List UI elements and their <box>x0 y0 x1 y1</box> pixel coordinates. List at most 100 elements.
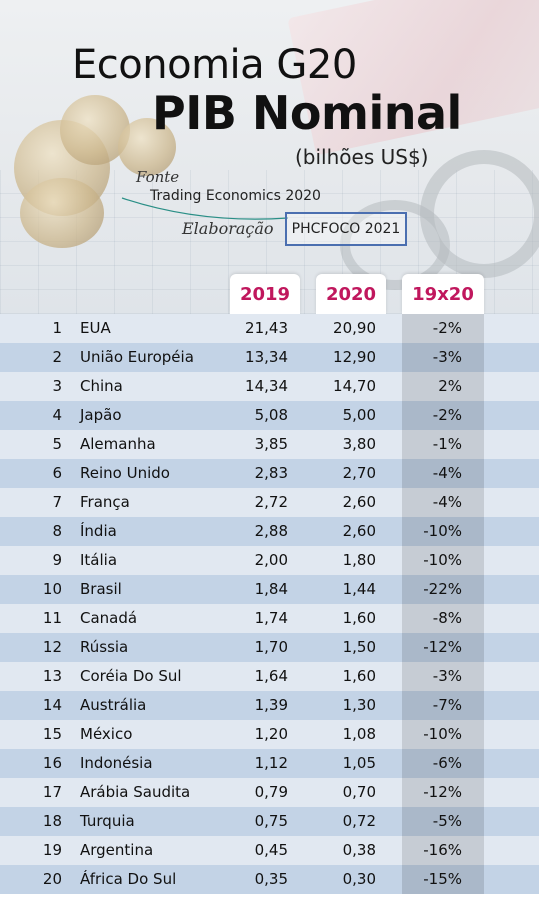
country-cell: México <box>80 725 133 743</box>
table-row: 11 Canadá 1,74 1,60 -8% <box>0 604 539 633</box>
gdp-2019-cell: 3,85 <box>254 435 288 453</box>
rank-cell: 11 <box>42 609 62 627</box>
country-cell: Coréia Do Sul <box>80 667 182 685</box>
gdp-2019-cell: 0,45 <box>254 841 288 859</box>
gdp-2019-cell: 2,72 <box>254 493 288 511</box>
rank-cell: 17 <box>42 783 62 801</box>
author-label: Elaboração <box>182 219 274 238</box>
rank-cell: 6 <box>52 464 62 482</box>
table-row: 6 Reino Unido 2,83 2,70 -4% <box>0 459 539 488</box>
source-label: Fonte <box>136 168 180 186</box>
country-cell: Brasil <box>80 580 122 598</box>
rank-cell: 4 <box>52 406 62 424</box>
rank-cell: 15 <box>42 725 62 743</box>
country-cell: China <box>80 377 123 395</box>
change-cell: -7% <box>402 691 484 720</box>
change-cell: -2% <box>402 314 484 343</box>
gdp-2019-cell: 0,75 <box>254 812 288 830</box>
change-cell: -5% <box>402 807 484 836</box>
gdp-2020-cell: 1,50 <box>342 638 376 656</box>
table-row: 16 Indonésia 1,12 1,05 -6% <box>0 749 539 778</box>
gdp-2019-cell: 1,70 <box>254 638 288 656</box>
table-row: 4 Japão 5,08 5,00 -2% <box>0 401 539 430</box>
table-row: 19 Argentina 0,45 0,38 -16% <box>0 836 539 865</box>
country-cell: Arábia Saudita <box>80 783 191 801</box>
table-row: 18 Turquia 0,75 0,72 -5% <box>0 807 539 836</box>
coin-image <box>20 178 104 248</box>
country-cell: EUA <box>80 319 111 337</box>
country-cell: Austrália <box>80 696 147 714</box>
country-cell: Turquia <box>80 812 135 830</box>
change-cell: -10% <box>402 517 484 546</box>
table-row: 1 EUA 21,43 20,90 -2% <box>0 314 539 343</box>
table-row: 14 Austrália 1,39 1,30 -7% <box>0 691 539 720</box>
author-box: PHCFOCO 2021 <box>285 212 407 246</box>
change-cell: -4% <box>402 488 484 517</box>
change-cell: -6% <box>402 749 484 778</box>
gdp-2019-cell: 0,79 <box>254 783 288 801</box>
country-cell: Argentina <box>80 841 154 859</box>
rank-cell: 1 <box>52 319 62 337</box>
table-row: 15 México 1,20 1,08 -10% <box>0 720 539 749</box>
decorative-curve <box>121 197 289 220</box>
gdp-2019-cell: 21,43 <box>245 319 288 337</box>
country-cell: Indonésia <box>80 754 153 772</box>
gdp-2020-cell: 14,70 <box>333 377 376 395</box>
gdp-2020-cell: 1,60 <box>342 609 376 627</box>
table-row: 20 África Do Sul 0,35 0,30 -15% <box>0 865 539 894</box>
gdp-2020-cell: 1,44 <box>342 580 376 598</box>
table-row: 17 Arábia Saudita 0,79 0,70 -12% <box>0 778 539 807</box>
gdp-2020-cell: 0,70 <box>342 783 376 801</box>
country-cell: Japão <box>80 406 122 424</box>
country-cell: Alemanha <box>80 435 156 453</box>
gdp-2019-cell: 2,88 <box>254 522 288 540</box>
country-cell: África Do Sul <box>80 870 177 888</box>
rank-cell: 16 <box>42 754 62 772</box>
country-cell: Rússia <box>80 638 129 656</box>
change-cell: -4% <box>402 459 484 488</box>
column-header-change: 19x20 <box>402 274 484 314</box>
change-cell: -15% <box>402 865 484 894</box>
gdp-2020-cell: 1,80 <box>342 551 376 569</box>
table-row: 7 França 2,72 2,60 -4% <box>0 488 539 517</box>
coin-image <box>118 118 176 176</box>
gdp-table: 1 EUA 21,43 20,90 -2% 2 União Européia 13,34 12,… <box>0 314 539 894</box>
change-cell: -2% <box>402 401 484 430</box>
change-cell: -8% <box>402 604 484 633</box>
column-header-2020: 2020 <box>316 274 386 314</box>
gdp-2020-cell: 3,80 <box>342 435 376 453</box>
gdp-2020-cell: 0,30 <box>342 870 376 888</box>
gdp-2020-cell: 0,72 <box>342 812 376 830</box>
country-cell: Reino Unido <box>80 464 170 482</box>
chart-subtitle: PIB Nominal <box>152 86 462 140</box>
table-row: 5 Alemanha 3,85 3,80 -1% <box>0 430 539 459</box>
gdp-2019-cell: 0,35 <box>254 870 288 888</box>
gdp-2020-cell: 1,08 <box>342 725 376 743</box>
change-cell: -3% <box>402 343 484 372</box>
gdp-2019-cell: 1,39 <box>254 696 288 714</box>
rank-cell: 5 <box>52 435 62 453</box>
table-row: 3 China 14,34 14,70 2% <box>0 372 539 401</box>
gdp-2019-cell: 2,83 <box>254 464 288 482</box>
gdp-2020-cell: 20,90 <box>333 319 376 337</box>
rank-cell: 7 <box>52 493 62 511</box>
gdp-2020-cell: 0,38 <box>342 841 376 859</box>
rank-cell: 10 <box>42 580 62 598</box>
rank-cell: 3 <box>52 377 62 395</box>
gdp-2019-cell: 1,84 <box>254 580 288 598</box>
column-header-label: 2019 <box>239 283 291 305</box>
column-header-label: 19x20 <box>412 283 474 305</box>
change-cell: -12% <box>402 778 484 807</box>
change-cell: -1% <box>402 430 484 459</box>
gdp-2019-cell: 1,74 <box>254 609 288 627</box>
table-row: 8 Índia 2,88 2,60 -10% <box>0 517 539 546</box>
gdp-2019-cell: 13,34 <box>245 348 288 366</box>
change-cell: -22% <box>402 575 484 604</box>
header-background <box>0 0 539 314</box>
country-cell: União Européia <box>80 348 194 366</box>
country-cell: França <box>80 493 130 511</box>
gdp-2020-cell: 2,60 <box>342 522 376 540</box>
country-cell: Itália <box>80 551 118 569</box>
rank-cell: 19 <box>42 841 62 859</box>
change-cell: -3% <box>402 662 484 691</box>
